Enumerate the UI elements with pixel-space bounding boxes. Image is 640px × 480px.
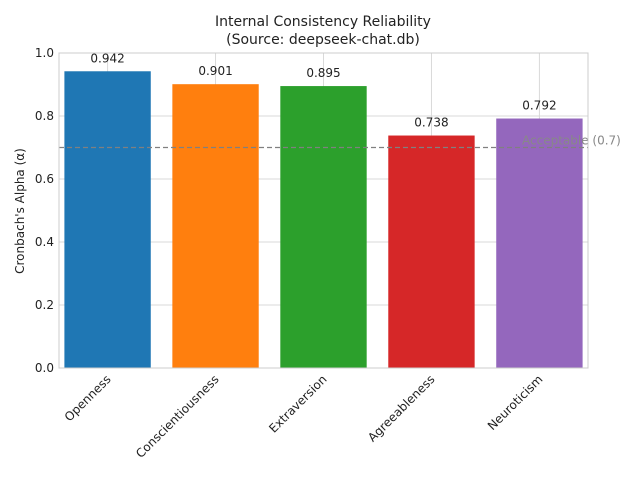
data-labels: 0.942 0.901 0.895 0.738 0.792 (90, 51, 556, 129)
bars (64, 71, 583, 369)
bar-conscientiousness (172, 84, 259, 368)
bar-neuroticism (496, 118, 583, 369)
y-axis-label: Cronbach's Alpha (α) (13, 148, 27, 274)
y-tick-label: 0.4 (35, 235, 54, 249)
chart-title: Internal Consistency Reliability (215, 14, 431, 30)
plot-frame (58, 52, 589, 369)
y-tick-label: 0.6 (35, 172, 54, 186)
y-tick-label: 0.2 (35, 298, 54, 312)
data-label-conscientiousness: 0.901 (198, 64, 232, 78)
data-label-extraversion: 0.895 (306, 66, 340, 80)
reference-line-label: Acceptable (0.7) (522, 134, 621, 148)
data-label-openness: 0.942 (90, 51, 124, 65)
reference-line-group: Acceptable (0.7) (59, 134, 621, 149)
data-label-neuroticism: 0.792 (522, 99, 556, 113)
data-label-agreeableness: 0.738 (414, 116, 448, 130)
bar-extraversion (280, 86, 367, 368)
y-tick-label: 1.0 (35, 46, 54, 60)
chart-subtitle: (Source: deepseek-chat.db) (226, 32, 420, 48)
bar-openness (64, 71, 151, 369)
y-tick-label: 0.0 (35, 361, 54, 375)
y-axis-ticks: 0.0 0.2 0.4 0.6 0.8 1.0 (35, 46, 54, 375)
y-tick-label: 0.8 (35, 109, 54, 123)
bar-agreeableness (388, 135, 475, 368)
